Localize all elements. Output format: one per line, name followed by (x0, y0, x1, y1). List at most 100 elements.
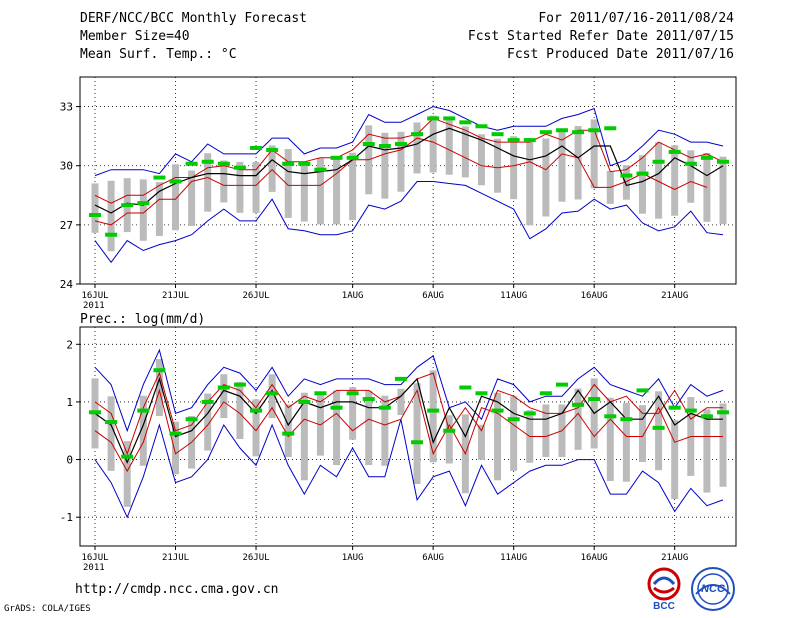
temp-obs-marker-9 (233, 165, 246, 170)
temp-spread-bar-6 (188, 170, 196, 226)
prec-obs-marker-36 (668, 405, 681, 410)
prec-spread-bar-26 (510, 396, 518, 471)
prec-ytick-label-0: -1 (60, 511, 73, 524)
temp-spread-bar-25 (494, 138, 502, 193)
temp-obs-marker-12 (282, 161, 295, 166)
temp-spread-bar-35 (655, 142, 663, 219)
temp-xtick-label-1: 21JUL (162, 291, 189, 301)
prec-spread-bar-24 (477, 424, 485, 460)
prec-spread-bar-9 (236, 382, 244, 440)
temp-obs-marker-2 (121, 203, 134, 208)
temp-frame (79, 76, 737, 285)
temp-spread-bar-10 (252, 161, 260, 213)
temp-xtick-label-7: 21AUG (661, 291, 688, 301)
temp-xtick-label-2: 26JUL (242, 291, 269, 301)
header-left-line-3: Mean Surf. Temp.: °C (80, 47, 237, 62)
temp-obs-marker-1 (105, 232, 118, 237)
prec-obs-marker-19 (394, 376, 407, 381)
prec-obs-marker-10 (250, 408, 263, 413)
temp-obs-marker-35 (652, 159, 665, 164)
prec-spread-bar-32 (606, 397, 614, 481)
prec-title: Prec.: log(mm/d) (80, 312, 205, 327)
prec-spread-bar-15 (333, 390, 341, 466)
temp-obs-marker-38 (700, 155, 713, 160)
footer-url[interactable]: http://cmdp.ncc.cma.gov.cn (75, 582, 279, 597)
temp-spread-bar-18 (381, 132, 389, 199)
temp-obs-marker-19 (394, 142, 407, 147)
prec-obs-marker-24 (475, 391, 488, 396)
prec-obs-marker-31 (588, 397, 601, 402)
prec-obs-marker-26 (507, 417, 520, 422)
temp-spread-bar-12 (284, 148, 292, 218)
temp-spread-bar-1 (107, 180, 115, 252)
prec-series-min (94, 419, 724, 519)
prec-obs-marker-20 (411, 440, 424, 445)
header-right-line-3: Fcst Produced Date 2011/07/16 (507, 47, 734, 62)
temp-ytick-label-2: 30 (60, 160, 73, 173)
prec-series-max (94, 348, 724, 433)
bcc-logo-text: BCC (653, 601, 675, 612)
temp-obs-marker-6 (185, 161, 198, 166)
temp-series-max (94, 106, 724, 177)
prec-obs-marker-7 (201, 399, 214, 404)
prec-obs-marker-22 (443, 428, 456, 433)
prec-obs-marker-0 (89, 410, 101, 415)
prec-obs-marker-16 (346, 391, 359, 396)
temp-ytick-label-0: 24 (60, 278, 74, 291)
temp-obs-marker-23 (459, 120, 472, 125)
header-left-line-2: Member Size=40 (80, 29, 190, 44)
temp-ytick-label-3: 33 (60, 101, 73, 114)
prec-xtick-label-6: 16AUG (581, 553, 608, 563)
prec-spread-bar-13 (300, 392, 308, 481)
temp-spread-bar-23 (461, 126, 469, 178)
temp-year-label: 2011 (83, 301, 105, 311)
prec-xtick-label-2: 26JUL (242, 553, 269, 563)
prec-xtick-label-5: 11AUG (500, 553, 527, 563)
prec-series-q25 (94, 388, 723, 473)
temp-ytick-label-1: 27 (60, 219, 73, 232)
temp-obs-marker-27 (523, 138, 536, 143)
temp-spread-bar-29 (558, 129, 566, 202)
prec-spread-bar-20 (413, 383, 421, 484)
prec-xtick-label-3: 1AUG (342, 553, 364, 563)
prec-obs-marker-5 (169, 431, 182, 436)
temp-obs-marker-24 (475, 124, 488, 129)
prec-ytick-label-2: 1 (66, 396, 73, 409)
prec-obs-marker-8 (217, 385, 230, 390)
prec-frame (79, 326, 737, 547)
temp-obs-marker-22 (443, 116, 456, 121)
temp-obs-marker-34 (636, 171, 649, 176)
temp-spread-bar-9 (236, 161, 244, 213)
temp-obs-marker-13 (298, 161, 311, 166)
temp-spread-bar-20 (413, 122, 421, 174)
temp-obs-marker-8 (217, 161, 230, 166)
prec-obs-marker-1 (105, 420, 118, 425)
prec-ytick-label-1: 0 (66, 454, 73, 467)
prec-spread-bar-12 (284, 404, 292, 458)
prec-spread-bar-3 (139, 395, 147, 466)
prec-spread-bar-25 (494, 392, 502, 481)
temp-obs-marker-15 (330, 155, 343, 160)
prec-obs-marker-33 (620, 417, 633, 422)
temp-obs-marker-37 (684, 161, 697, 166)
temp-series-min (94, 181, 724, 264)
prec-obs-marker-2 (121, 454, 134, 459)
temp-xtick-label-5: 11AUG (500, 291, 527, 301)
prec-spread-bar-8 (220, 374, 228, 419)
prec-spread-bar-36 (671, 420, 679, 499)
temp-obs-marker-0 (89, 213, 101, 217)
prec-spread-bar-18 (381, 395, 389, 466)
prec-obs-marker-35 (652, 425, 665, 430)
prec-obs-marker-37 (684, 408, 697, 413)
temp-obs-marker-4 (153, 175, 166, 180)
temp-obs-marker-28 (539, 130, 552, 135)
prec-spread-bar-17 (365, 390, 373, 466)
temp-obs-marker-30 (572, 130, 585, 135)
temp-xtick-label-4: 6AUG (422, 291, 444, 301)
temp-spread-bar-11 (268, 145, 276, 192)
prec-obs-marker-32 (604, 414, 617, 419)
footer-credit: GrADS: COLA/IGES (4, 604, 91, 614)
temp-spread-bar-15 (333, 158, 341, 225)
temp-spread-bar-37 (687, 150, 695, 203)
